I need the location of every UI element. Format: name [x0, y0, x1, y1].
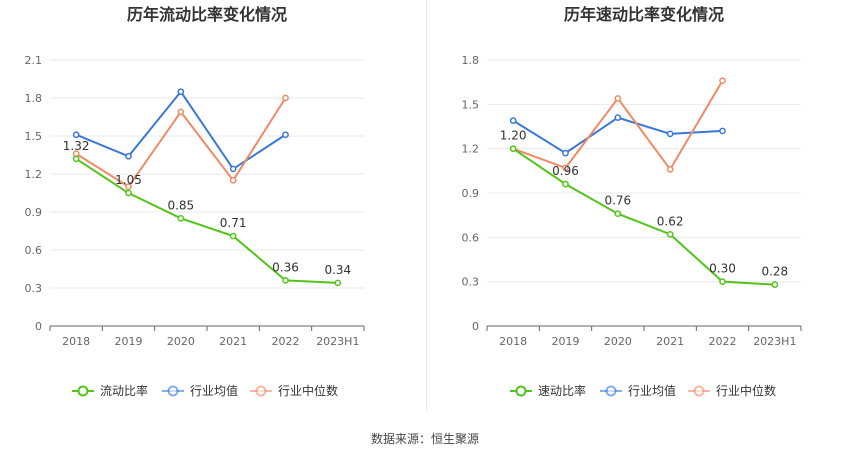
legend-item-1[interactable]: 速动比率	[510, 383, 586, 398]
charts-canvas: 历年流动比率变化情况 0 0.3 0.6 0.9 1.2 1.5 1.8 2.1 2018 2019…	[25, 5, 802, 398]
data-source-note: 数据来源：恒生聚源	[370, 432, 479, 446]
data-point	[72, 155, 80, 163]
x-tick-label: 2019	[115, 335, 143, 348]
data-label: 0.96	[552, 164, 579, 178]
y-tick-label: 0	[472, 320, 479, 333]
data-point	[719, 278, 726, 286]
series-line-1	[512, 147, 775, 286]
legend-marker	[255, 385, 267, 397]
y-tick-label: 0.3	[462, 276, 480, 289]
data-point	[719, 77, 726, 85]
series-line-2	[75, 89, 287, 171]
data-point	[666, 130, 674, 138]
y-tick-label: 2.1	[25, 54, 43, 67]
legend-marker	[605, 385, 617, 397]
legend-label: 流动比率	[100, 383, 148, 398]
x-tick-label: 2018	[62, 335, 90, 348]
chart-1: 历年流动比率变化情况 0 0.3 0.6 0.9 1.2 1.5 1.8 2.1 2018 2019…	[25, 5, 365, 398]
data-label: 1.20	[500, 129, 527, 143]
x-tick-label: 2021	[656, 335, 684, 348]
y-tick-label: 0.3	[25, 282, 43, 295]
data-label: 0.36	[272, 260, 299, 274]
legend-marker	[167, 385, 179, 397]
y-tick-label: 1.2	[462, 143, 480, 156]
legend-marker	[515, 385, 527, 397]
data-point	[229, 176, 237, 184]
x-tick-label: 2018	[499, 335, 527, 348]
data-label: 0.34	[324, 263, 351, 277]
data-label: 0.71	[220, 216, 247, 230]
y-tick-label: 0.6	[462, 231, 480, 244]
legend-marker	[693, 385, 705, 397]
data-point	[177, 88, 185, 96]
data-label: 0.62	[657, 214, 684, 228]
chart-title: 历年速动比率变化情况	[564, 5, 724, 24]
data-point	[666, 231, 674, 238]
data-point	[282, 277, 289, 284]
data-point	[229, 165, 237, 173]
data-point	[614, 210, 622, 218]
legend-label: 行业均值	[190, 383, 238, 398]
data-label: 0.85	[167, 198, 194, 212]
y-tick-label: 1.5	[462, 98, 480, 111]
legend-label: 速动比率	[538, 383, 586, 398]
data-point	[125, 152, 132, 160]
legend-item-1[interactable]: 流动比率	[72, 383, 148, 398]
y-tick-label: 0	[35, 320, 42, 333]
x-tick-label: 2023H1	[753, 335, 796, 348]
legend-item-3[interactable]: 行业中位数	[250, 383, 338, 398]
y-tick-label: 1.2	[25, 168, 43, 181]
data-point	[334, 279, 342, 287]
legend-label: 行业均值	[628, 383, 676, 398]
x-tick-label: 2021	[219, 335, 247, 348]
data-label: 1.32	[63, 139, 90, 153]
data-label: 1.05	[115, 173, 142, 187]
legend-label: 行业中位数	[278, 383, 338, 398]
data-point	[771, 281, 779, 288]
data-point	[72, 131, 80, 139]
data-point	[282, 131, 289, 139]
data-label: 0.30	[709, 262, 736, 276]
x-tick-label: 2022	[272, 335, 300, 348]
series-line-3	[512, 80, 724, 172]
legend-item-2[interactable]: 行业均值	[600, 383, 676, 398]
x-tick-label: 2023H1	[316, 335, 359, 348]
data-point	[229, 232, 237, 240]
x-tick-label: 2022	[709, 335, 737, 348]
data-point	[282, 94, 289, 102]
data-point	[562, 164, 569, 172]
data-point	[562, 180, 569, 188]
data-point	[125, 183, 132, 191]
series-line-1	[75, 157, 338, 284]
data-point	[614, 95, 622, 102]
data-point	[666, 166, 674, 173]
data-point	[177, 108, 185, 116]
chart-title: 历年流动比率变化情况	[127, 5, 287, 24]
chart-2: 历年速动比率变化情况 0 0.3 0.6 0.9 1.2 1.5 1.8 2018 2019 202…	[462, 5, 802, 398]
y-tick-label: 1.8	[25, 92, 43, 105]
panel-divider	[426, 0, 427, 410]
legend-item-2[interactable]: 行业均值	[162, 383, 238, 398]
x-tick-label: 2020	[167, 335, 195, 348]
data-label: 0.28	[761, 265, 788, 279]
data-point	[562, 149, 569, 157]
x-tick-label: 2020	[604, 335, 632, 348]
y-tick-label: 1.8	[462, 54, 480, 67]
data-point	[177, 214, 185, 222]
legend-label: 行业中位数	[716, 383, 776, 398]
y-tick-label: 0.9	[25, 206, 43, 219]
y-tick-label: 0.9	[462, 187, 480, 200]
data-point	[125, 189, 132, 197]
data-point	[509, 145, 517, 153]
legend-item-3[interactable]: 行业中位数	[688, 383, 776, 398]
data-point	[614, 114, 622, 121]
y-tick-label: 1.5	[25, 130, 43, 143]
y-tick-label: 0.6	[25, 244, 43, 257]
data-point	[509, 117, 517, 124]
x-tick-label: 2019	[552, 335, 580, 348]
legend-marker	[77, 385, 89, 397]
data-point	[719, 127, 726, 135]
data-label: 0.76	[604, 194, 631, 208]
